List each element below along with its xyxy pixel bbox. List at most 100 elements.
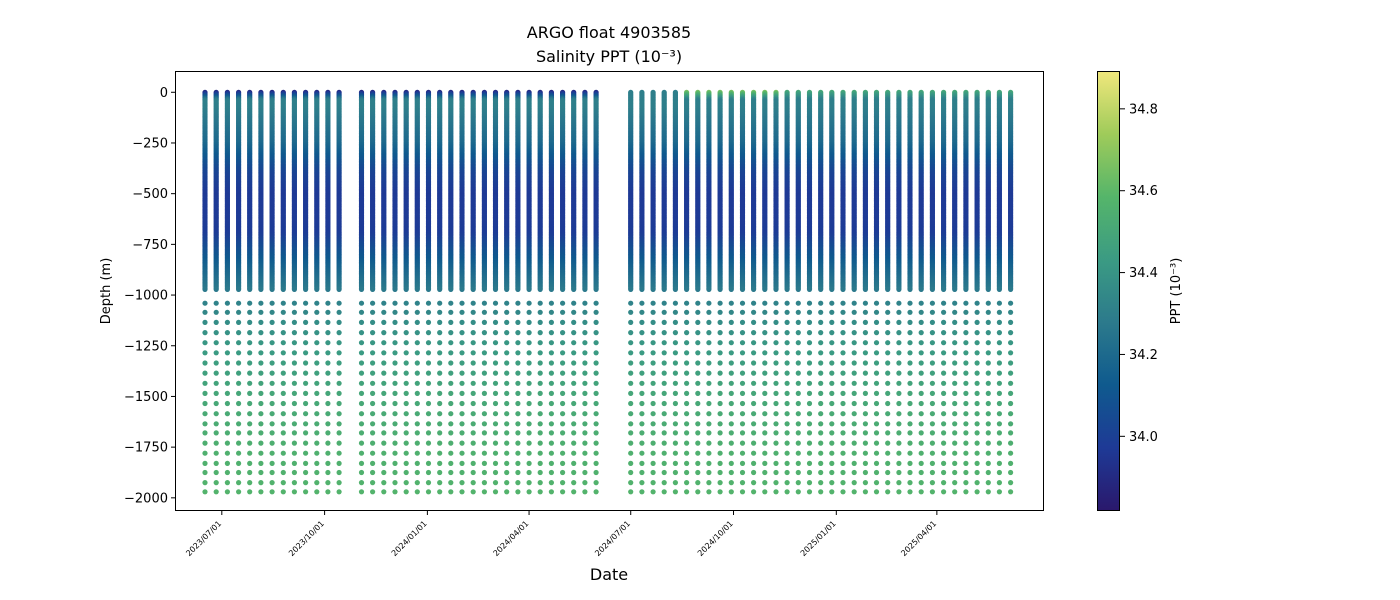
profile-point [481,460,487,466]
profile-point [269,340,275,346]
profile-point [258,430,264,436]
profile-point [370,340,376,346]
profile-point [437,286,443,292]
profile-point [504,411,510,417]
profile-point [202,370,208,376]
profile-point [403,400,409,407]
profile-point [314,330,320,336]
profile-point [325,286,331,292]
profile-point [224,286,230,292]
profile-point [247,411,253,417]
profile-point [448,489,454,495]
profile-point [392,340,398,346]
profile-point [202,411,208,417]
profile-point [459,411,465,417]
profile-point [414,319,420,325]
profile-point [370,411,376,417]
profile-point [202,469,208,476]
profile-point [224,450,230,456]
profile-point [314,390,320,396]
profile-point [504,421,510,427]
profile-point [269,400,275,407]
profile-point [437,300,443,306]
profile-point [470,330,476,336]
profile-point [303,390,309,396]
profile-point [258,360,264,366]
profile-point [425,380,432,386]
profile-point [224,411,230,417]
profile-point [202,300,208,306]
profile-point [370,421,376,427]
profile-point [269,380,275,386]
profile-point [280,469,286,476]
profile-point [370,309,376,315]
profile-point [325,319,331,325]
profile-point [314,340,320,346]
profile-point [236,411,242,417]
profile-point [403,370,409,376]
profile-point [280,286,286,292]
profile-point [470,430,476,436]
profile-point [213,421,219,427]
profile-point [403,360,409,366]
profile-point [504,360,510,366]
profile-point [437,440,443,446]
profile-point [280,480,286,486]
profile-point [504,460,510,466]
profile-point [370,286,376,292]
profile-point [224,340,230,346]
profile-point [202,330,208,336]
profile-point [258,340,264,346]
profile-point [381,360,387,366]
profile-point [481,380,487,386]
profile-point [392,370,398,376]
profile-point [303,309,309,315]
profile-point [291,440,297,446]
profile-point [236,340,242,346]
profile-point [448,430,454,436]
profile-point [236,489,242,495]
profile-point [303,350,309,356]
profile-point [291,489,297,495]
profile-point [325,421,331,427]
profile-point [213,411,219,417]
profile-point [504,390,510,396]
profile-point [448,480,454,486]
profile-point [269,330,275,336]
profile-point [448,309,454,315]
profile-point [470,300,476,306]
scatter-points [202,89,1014,495]
profile-point [504,489,510,495]
profile-point [213,330,219,336]
profile-point [370,370,376,376]
profile-point [280,319,286,325]
profile-point [492,390,499,396]
profile-point [258,489,264,495]
profile-point [470,370,476,376]
profile-point [247,421,253,427]
profile-point [213,350,219,356]
profile-point [247,370,253,376]
profile-point [224,300,230,306]
profile-point [291,309,297,315]
profile-point [280,370,286,376]
profile-point [269,421,275,427]
profile-point [336,360,342,366]
profile-point [213,319,219,325]
profile-point [202,390,208,396]
profile-point [370,480,376,486]
profile-point [224,370,230,376]
profile-point [303,440,309,446]
profile-point [504,350,510,356]
profile-point [336,400,342,407]
profile-point [336,286,342,292]
profile-point [481,319,487,325]
profile-point [448,340,454,346]
profile-point [459,440,465,446]
profile-point [392,300,398,306]
profile-point [481,400,487,407]
profile-point [470,460,476,466]
profile-point [370,360,376,366]
profile-point [280,340,286,346]
profile-point [403,411,409,417]
